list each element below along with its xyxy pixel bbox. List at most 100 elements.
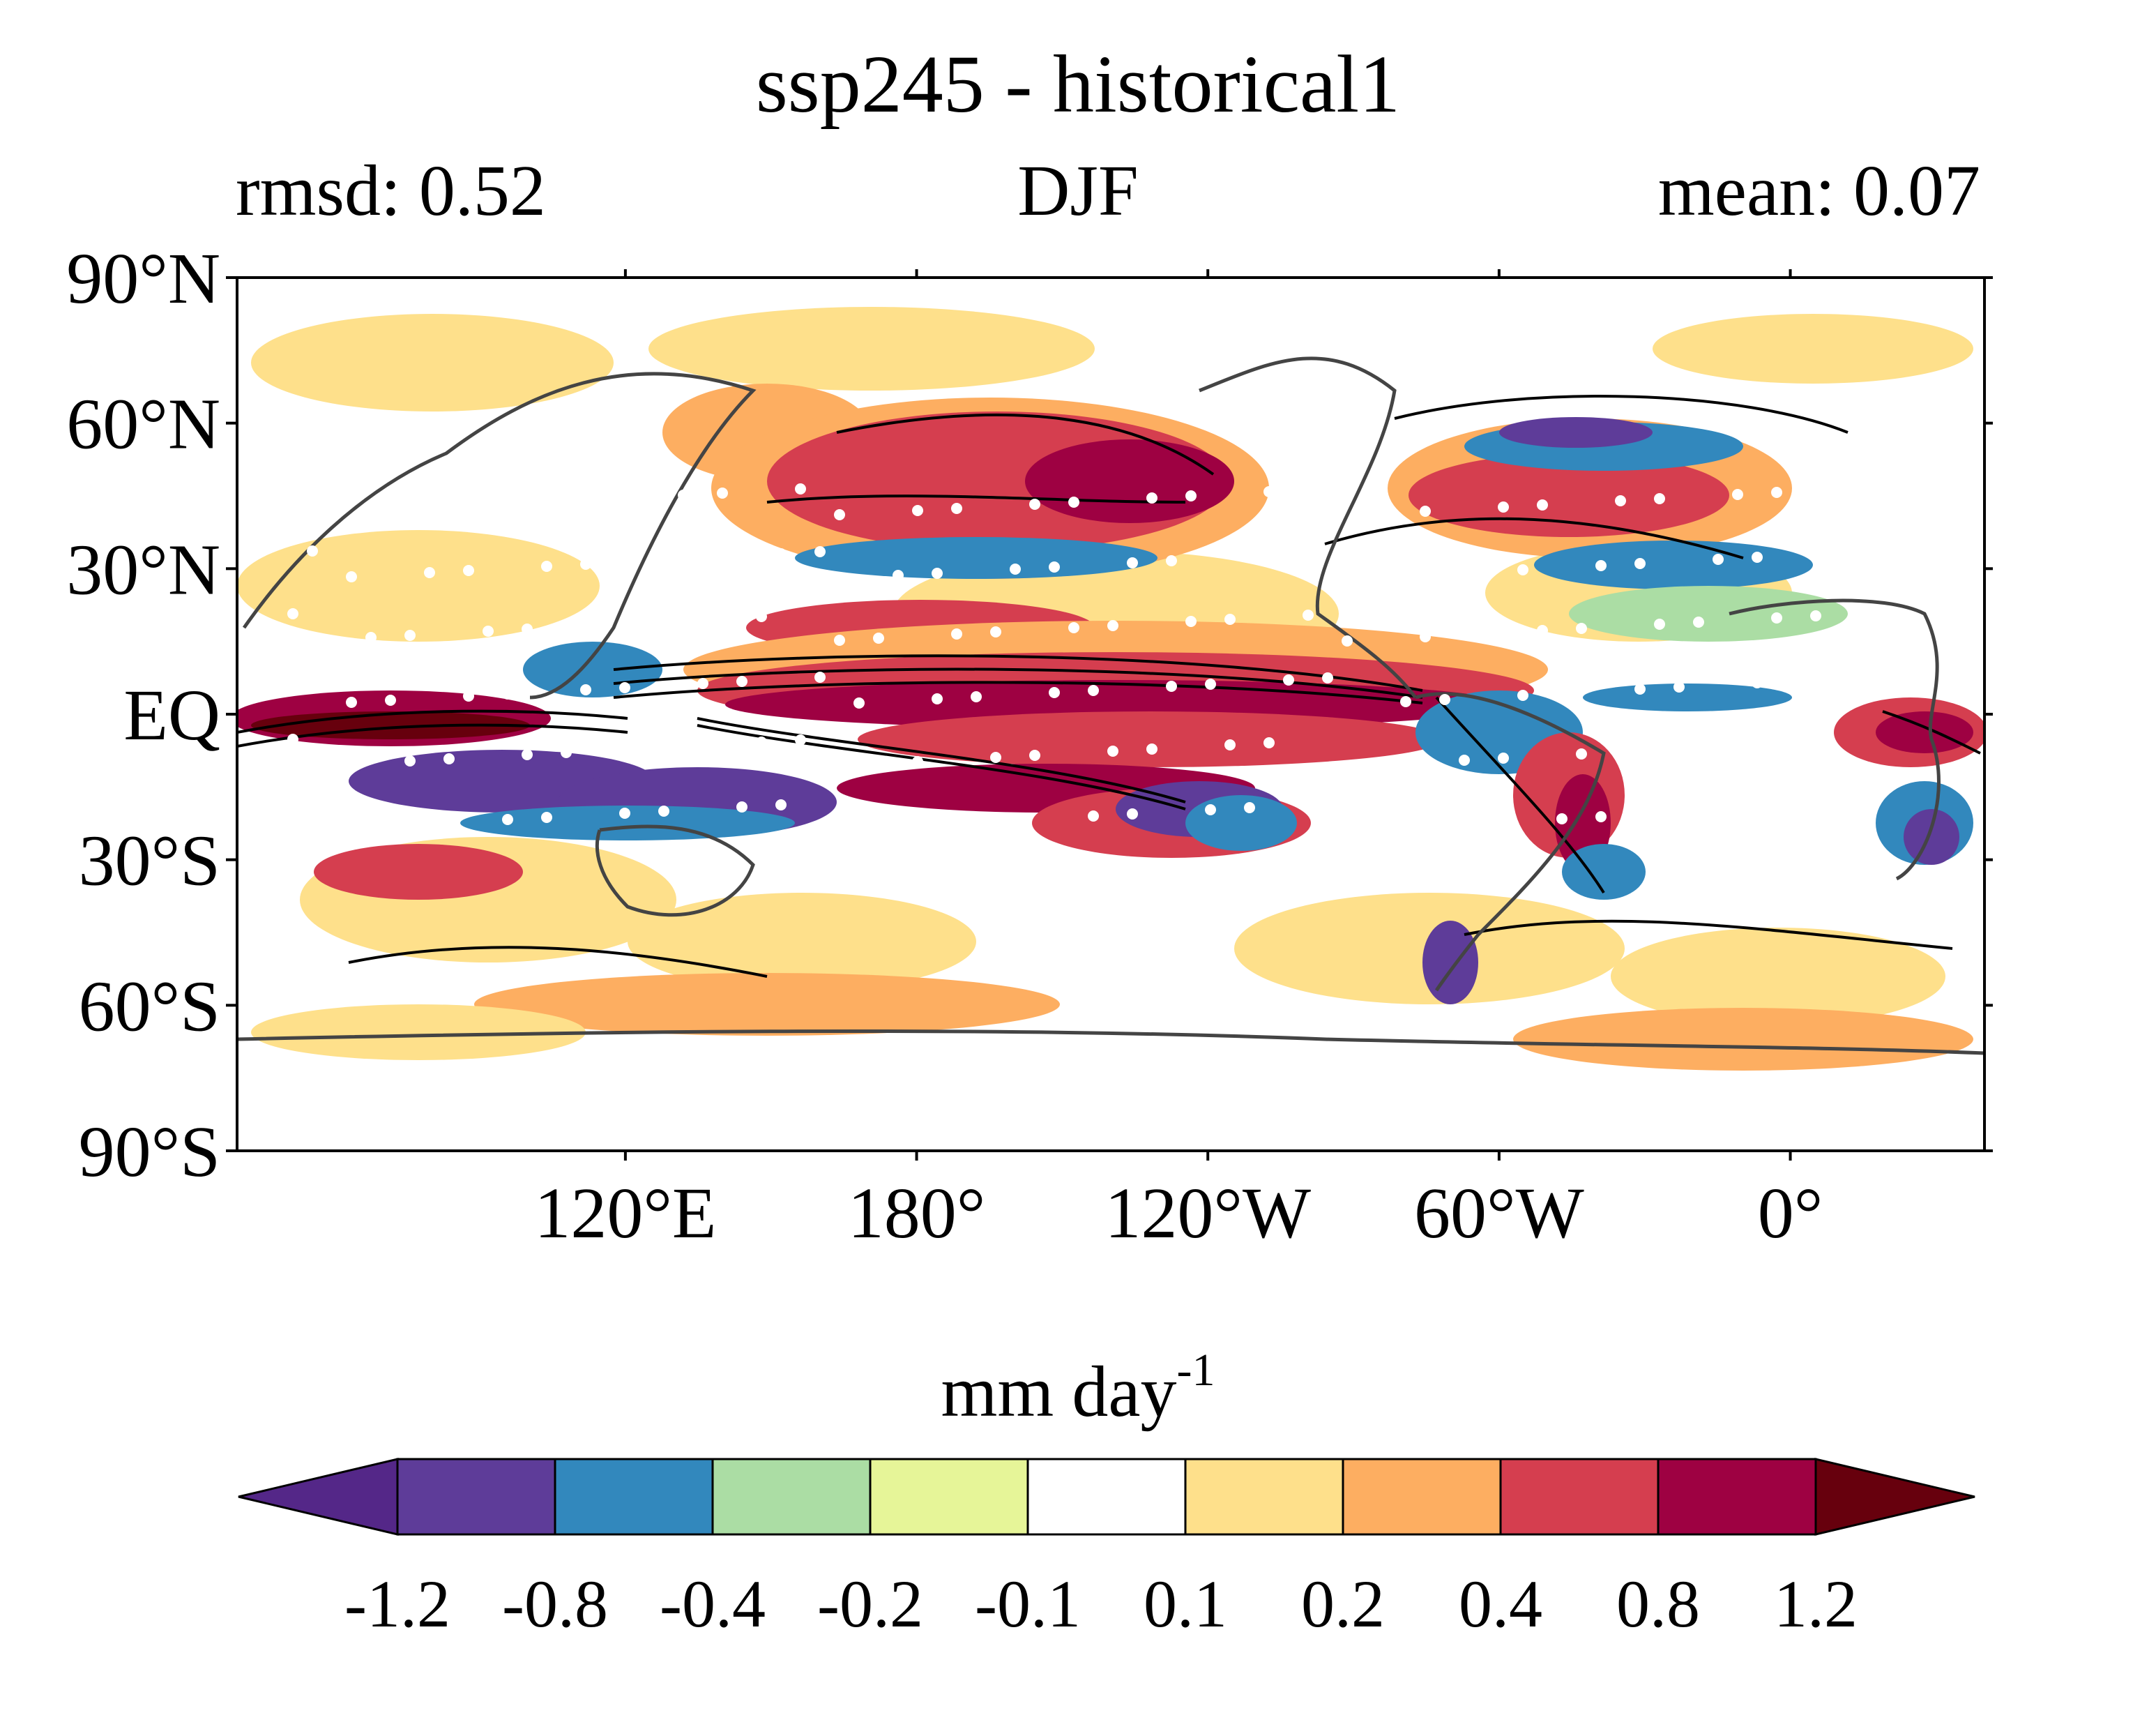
- stipple-dot: [404, 755, 416, 767]
- stipple-dot: [1752, 552, 1763, 563]
- lat-tick-label: 30°S: [79, 821, 220, 901]
- stipple-dot: [1263, 737, 1275, 748]
- stipple-dot: [522, 624, 533, 635]
- stipple-dot: [1049, 687, 1060, 698]
- stipple-dot: [1185, 616, 1197, 627]
- colorbar-tick-label: 0.2: [1301, 1566, 1385, 1641]
- stipple-dot: [385, 695, 396, 706]
- stipple-dot: [853, 823, 865, 834]
- lat-tick-label: 60°S: [79, 966, 220, 1046]
- stipple-dot: [990, 626, 1001, 637]
- stipple-dot: [541, 812, 552, 823]
- stipple-dot: [932, 693, 943, 704]
- stipple-dot: [1166, 555, 1177, 566]
- stipple-dot: [834, 509, 845, 520]
- stipple-dot: [424, 818, 435, 829]
- stipple-dot: [346, 697, 357, 708]
- stipple-dot: [1127, 557, 1138, 568]
- stipple-dot: [1322, 672, 1333, 684]
- colorbar-segment: [1499, 1458, 1660, 1536]
- stipple-dot: [912, 756, 923, 767]
- stipple-dot: [971, 691, 982, 702]
- stipple-dot: [1654, 619, 1665, 630]
- stipple-dot: [1517, 690, 1528, 701]
- lon-tick-label: 120°E: [534, 1173, 716, 1253]
- colorbar-tick-label: -0.4: [660, 1566, 766, 1641]
- stipple-dot: [1322, 798, 1333, 809]
- stipple-dot: [1595, 811, 1607, 822]
- stipple-dot: [932, 568, 943, 579]
- stipple-dot: [1185, 490, 1197, 501]
- equatorial-pacific-anomaly: [683, 621, 1548, 858]
- contour-lines: [237, 395, 1981, 978]
- stipple-dot: [1420, 506, 1431, 517]
- map-field: [237, 307, 1984, 1071]
- stipple-dot: [1556, 688, 1567, 699]
- stipple-dot: [1537, 625, 1548, 636]
- colorbar-tick-label: 1.2: [1774, 1566, 1858, 1641]
- stipple-dot: [717, 488, 728, 499]
- season-label: DJF: [1017, 151, 1139, 231]
- map-axes: 90°N 60°N 30°N EQ 30°S 60°S 90°S 120°E 180° 120°W…: [66, 239, 1993, 1253]
- stipple-dot: [1029, 750, 1040, 761]
- stipple-dot: [580, 559, 591, 570]
- stipple-dot: [463, 565, 474, 576]
- stipple-dot: [307, 545, 318, 557]
- colorbar-tick-label: 0.8: [1616, 1566, 1700, 1641]
- stipple-dot: [1498, 753, 1509, 764]
- stipple-dot: [1634, 558, 1646, 569]
- stipple-dot: [483, 500, 494, 511]
- stipple-dot: [1224, 614, 1236, 625]
- stipple-dot: [1127, 808, 1138, 820]
- stipple-dot: [1830, 548, 1841, 559]
- stipple-dot: [1810, 736, 1821, 747]
- stipple-dot: [1205, 679, 1216, 690]
- stipple-dot: [1166, 681, 1177, 692]
- north-atlantic-anomaly: [1388, 417, 1848, 642]
- stipple-dot: [1615, 495, 1626, 506]
- stipple-dot: [1263, 486, 1275, 497]
- stipple-dot: [1029, 499, 1040, 510]
- africa-anomaly: [1834, 697, 1984, 865]
- stipple-dot: [775, 548, 787, 559]
- stipple-dot: [1381, 508, 1392, 519]
- stipple-dot: [1791, 801, 1802, 812]
- stipple-dot: [307, 796, 318, 808]
- stipple-dot: [561, 496, 572, 507]
- stipple-dot: [1303, 610, 1314, 621]
- stipple-dot: [1732, 740, 1743, 751]
- stipple-dot: [1791, 675, 1802, 686]
- stipple-dot: [1752, 677, 1763, 688]
- stipple-dot: [1049, 561, 1060, 573]
- north-pacific-anomaly: [711, 398, 1269, 656]
- lat-tick-label: 30°N: [66, 529, 220, 610]
- stipple-dot: [1439, 694, 1450, 705]
- stipple-dot: [580, 684, 591, 695]
- stipple-dot: [1400, 571, 1411, 582]
- stipple-dot: [1459, 755, 1470, 766]
- stipple-dot: [483, 626, 494, 637]
- stipple-dot: [1673, 681, 1685, 693]
- stipple-dot: [658, 554, 669, 566]
- stipple-dot: [873, 633, 884, 644]
- lon-tick-label: 60°W: [1414, 1173, 1584, 1253]
- stipple-dot: [893, 570, 904, 581]
- stipple-dot: [1595, 560, 1607, 571]
- stipple-dot: [1693, 742, 1704, 753]
- stipple-dot: [990, 752, 1001, 763]
- stipple-dot: [443, 502, 455, 513]
- stipple-dot: [619, 682, 630, 693]
- stipple-dot: [1283, 674, 1294, 686]
- stipple-dot: [1107, 746, 1118, 757]
- stipple-dot: [502, 688, 513, 700]
- stipple-dot: [814, 546, 826, 557]
- stipple-dot: [639, 617, 650, 628]
- colorbar-segment: [1184, 1458, 1344, 1536]
- stipple-dot: [756, 611, 767, 622]
- significance-stipples: [287, 483, 1841, 835]
- stipple-dot: [1107, 620, 1118, 631]
- stipple-dot: [1673, 807, 1685, 818]
- colorbar-underflow-triangle: [238, 1458, 399, 1536]
- colorbar-segment: [396, 1458, 556, 1536]
- stipple-dot: [365, 632, 377, 643]
